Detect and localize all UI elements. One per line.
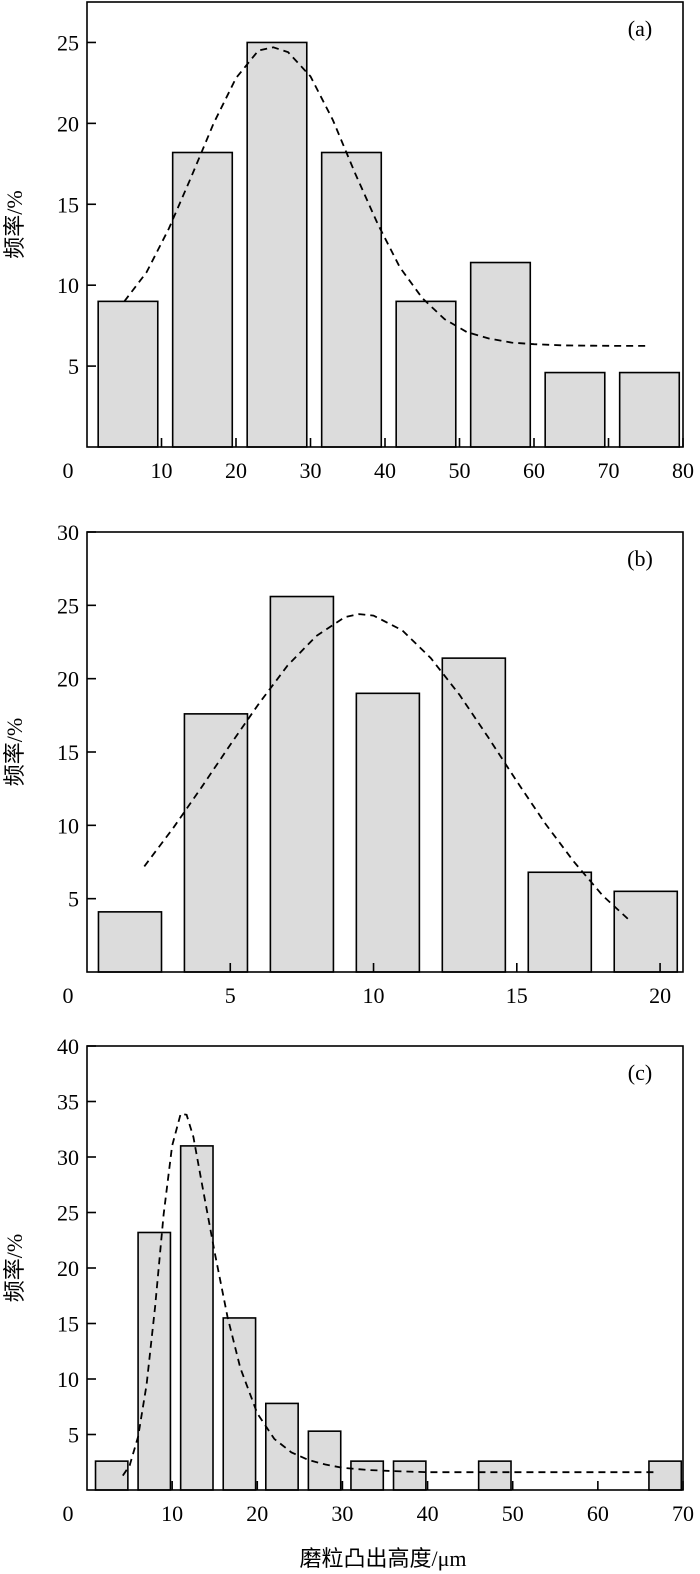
histogram-bar [183,713,249,973]
panel-label: (a) [628,16,652,41]
y-tick-label: 20 [57,1256,79,1281]
x-tick-label: 50 [502,1501,524,1526]
histogram-bar [613,890,679,973]
y-tick-label: 20 [57,111,79,136]
histogram-bar [264,1402,299,1491]
y-tick-label: 5 [68,1423,79,1448]
y-tick-label: 30 [57,520,79,545]
histogram-bar [648,1460,683,1491]
x-tick-label: 60 [587,1501,609,1526]
panel-label: (b) [627,546,653,571]
histogram-bar [269,595,335,973]
y-axis-title: 频率/% [2,190,27,258]
histogram-bar [222,1317,257,1491]
x-tick-label: 10 [363,983,385,1008]
histogram-bar [350,1460,385,1491]
x-tick-label: 20 [246,1501,268,1526]
histogram-bar [94,1460,129,1491]
x-tick-label: 5 [225,983,236,1008]
x-tick-label: 10 [151,458,173,483]
x-tick-label: 40 [417,1501,439,1526]
panel-a: 5 10 15 20 25 10 20 30 40 50 60 70 80 0 (a) 频率/% [2,1,694,483]
y-tick-label: 10 [57,813,79,838]
fit-curve [123,46,646,347]
x-tick-label: 70 [672,1501,694,1526]
y-tick-label: 15 [57,1312,79,1337]
x-tick-label: 20 [225,458,247,483]
x-tick-label: 20 [649,983,671,1008]
histogram-bar [97,300,159,448]
y-tick-label: 40 [57,1034,79,1059]
y-tick-label: 10 [57,273,79,298]
x-axis-title: 磨粒凸出高度/μm [299,1546,466,1571]
x-tick-label: 50 [449,458,471,483]
y-tick-label: 25 [57,593,79,618]
histogram-bar [477,1460,512,1491]
x-tick-label: 60 [523,458,545,483]
histogram-bar [469,261,532,448]
x-tick-label: 10 [161,1501,183,1526]
x-tick-label: 70 [598,458,620,483]
histogram-bar [320,151,383,448]
panel-c: 5 10 15 20 25 30 35 40 10 20 30 40 50 60 70 0 (c) 频率/% 磨粒凸… [2,1034,694,1571]
y-tick-label: 25 [57,30,79,55]
x-tick-label: 80 [672,458,694,483]
histogram-bar [544,371,606,448]
origin-label: 0 [63,1501,74,1526]
x-tick-label: 15 [506,983,528,1008]
fit-curve [143,613,633,923]
histogram-bar [395,300,457,448]
y-tick-label: 25 [57,1201,79,1226]
x-tick-label: 30 [331,1501,353,1526]
histogram-bar [171,151,234,448]
fit-curve [122,1112,658,1477]
histogram-bar [97,911,163,973]
y-tick-label: 5 [68,354,79,379]
y-tick-label: 30 [57,1145,79,1170]
plot-frame [86,1045,684,1491]
origin-label: 0 [63,458,74,483]
y-axis-title: 频率/% [2,1234,27,1302]
panel-label: (c) [628,1060,652,1085]
y-tick-label: 10 [57,1367,79,1392]
histogram-bar [246,41,308,448]
histogram-bar [527,871,593,973]
histogram-bar [618,371,681,448]
histogram-bar [137,1231,172,1491]
y-tick-label: 35 [57,1090,79,1115]
x-tick-label: 30 [300,458,322,483]
origin-label: 0 [63,983,74,1008]
histogram-bar [392,1460,427,1491]
y-tick-label: 15 [57,192,79,217]
histogram-bar [441,657,507,973]
y-tick-label: 15 [57,740,79,765]
y-tick-label: 5 [68,887,79,912]
panel-b: 5 10 15 20 25 30 5 10 15 20 0 (b) 频率/% [2,520,684,1008]
histogram-bar [355,692,421,973]
histogram-bar [179,1145,214,1491]
y-axis-title: 频率/% [2,718,27,786]
x-tick-label: 40 [374,458,396,483]
y-tick-label: 20 [57,667,79,692]
